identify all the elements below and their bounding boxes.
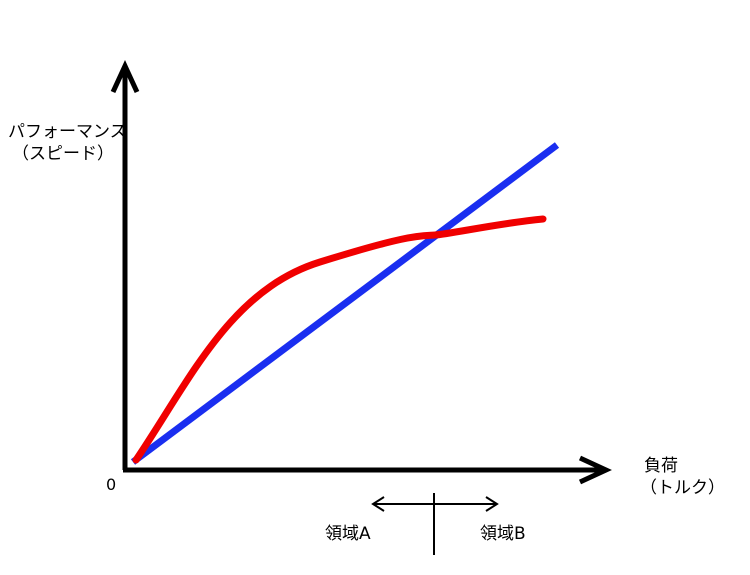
saturating-curve [132,215,547,464]
x-axis-arrowhead [578,455,612,485]
y-axis-arrowhead [110,60,140,94]
x-axis-label-line1: 負荷 [644,456,678,476]
origin-label: 0 [106,475,117,494]
y-axis-label-line2: （スピード） [12,144,114,164]
region-b-label: 領域B [480,524,526,544]
y-axis-label: パフォーマンス （スピード） [8,121,127,165]
region-a-label: 領域A [325,524,371,544]
region-a-arrowhead [371,496,385,512]
x-axis-label: 負荷 （トルク） [640,455,725,499]
x-axis-label-line2: （トルク） [640,478,725,498]
linear-curve [130,142,560,465]
region-b-arrowhead [485,496,499,512]
y-axis-label-line1: パフォーマンス [8,122,127,142]
